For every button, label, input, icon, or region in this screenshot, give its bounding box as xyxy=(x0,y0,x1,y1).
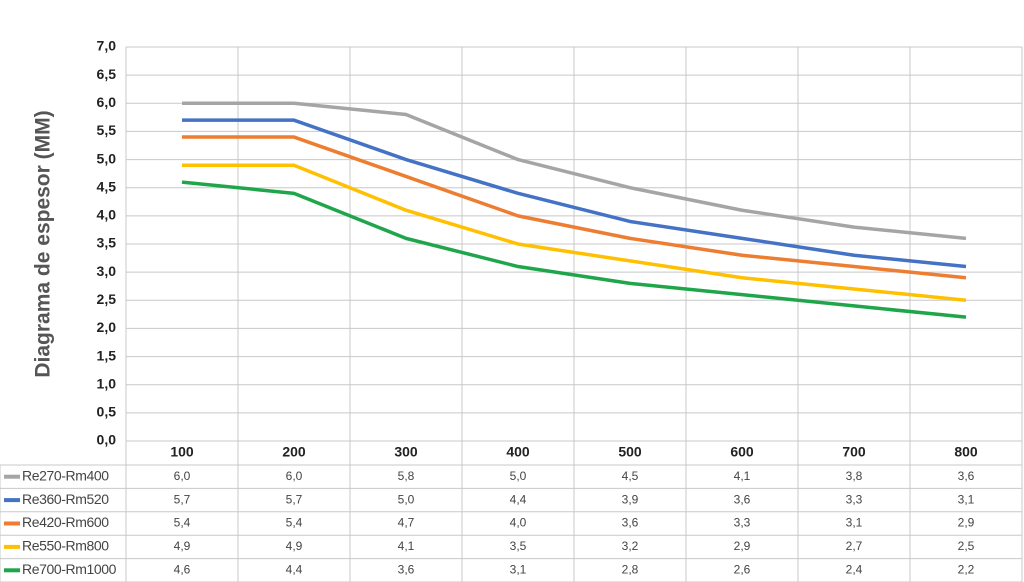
table-cell: 5,0 xyxy=(510,469,527,483)
x-tick-label: 800 xyxy=(954,444,978,460)
table-cell: 2,9 xyxy=(958,516,975,530)
x-tick-label: 200 xyxy=(282,444,306,460)
series-line xyxy=(182,118,967,269)
y-tick-label: 5,0 xyxy=(97,150,117,166)
table-cell: 3,6 xyxy=(734,492,751,506)
table-cell: 3,1 xyxy=(958,492,975,506)
y-tick-label: 0,0 xyxy=(97,432,117,448)
legend-label: Re420-Rm600 xyxy=(22,514,109,530)
table-cell: 5,8 xyxy=(398,469,415,483)
y-tick-label: 3,5 xyxy=(97,235,117,251)
legend-label: Re270-Rm400 xyxy=(22,467,109,483)
table-cell: 2,7 xyxy=(846,539,863,553)
table-cell: 2,6 xyxy=(734,562,751,576)
table-cell: 4,1 xyxy=(734,469,751,483)
table-cell: 3,3 xyxy=(734,516,751,530)
x-tick-label: 700 xyxy=(842,444,866,460)
table-cell: 2,4 xyxy=(846,562,863,576)
table-cell: 4,4 xyxy=(286,562,303,576)
y-tick-label: 4,0 xyxy=(97,207,117,223)
table-cell: 4,9 xyxy=(286,539,303,553)
table-cell: 4,1 xyxy=(398,539,415,553)
table-cell: 3,1 xyxy=(510,562,527,576)
table-cell: 3,1 xyxy=(846,516,863,530)
table-cell: 2,8 xyxy=(622,562,639,576)
legend-label: Re550-Rm800 xyxy=(22,538,109,554)
legend-label: Re700-Rm1000 xyxy=(22,561,117,577)
table-cell: 5,4 xyxy=(286,516,303,530)
y-tick-label: 1,5 xyxy=(97,347,117,363)
y-tick-label: 5,5 xyxy=(97,122,117,138)
table-cell: 5,7 xyxy=(286,492,303,506)
table-cell: 2,5 xyxy=(958,539,975,553)
series-line xyxy=(182,135,967,280)
table-cell: 4,0 xyxy=(510,516,527,530)
series-line xyxy=(181,180,967,319)
table-cell: 4,7 xyxy=(398,516,415,530)
y-tick-label: 4,5 xyxy=(97,178,117,194)
table-cell: 4,9 xyxy=(174,539,191,553)
table-cell: 4,5 xyxy=(622,469,639,483)
table-cell: 3,6 xyxy=(622,516,639,530)
table-cell: 3,8 xyxy=(846,469,863,483)
table-cell: 3,3 xyxy=(846,492,863,506)
legend-label: Re360-Rm520 xyxy=(22,491,109,507)
series-line xyxy=(182,163,967,303)
table-cell: 5,4 xyxy=(174,516,191,530)
table-cell: 4,4 xyxy=(510,492,527,506)
table-cell: 2,9 xyxy=(734,539,751,553)
y-tick-label: 2,5 xyxy=(97,291,117,307)
table-cell: 5,7 xyxy=(174,492,191,506)
x-tick-label: 500 xyxy=(618,444,642,460)
table-cell: 3,6 xyxy=(958,469,975,483)
table-cell: 3,6 xyxy=(398,562,415,576)
table-cell: 6,0 xyxy=(174,469,191,483)
table-cell: 3,5 xyxy=(510,539,527,553)
table-cell: 3,2 xyxy=(622,539,639,553)
x-tick-label: 100 xyxy=(170,444,194,460)
x-tick-label: 600 xyxy=(730,444,754,460)
table-cell: 5,0 xyxy=(398,492,415,506)
table-cell: 6,0 xyxy=(286,469,303,483)
x-tick-label: 400 xyxy=(506,444,530,460)
y-tick-label: 1,0 xyxy=(97,375,117,391)
y-tick-label: 6,5 xyxy=(97,66,117,82)
y-tick-label: 3,0 xyxy=(97,263,117,279)
table-cell: 3,9 xyxy=(622,492,639,506)
y-tick-label: 2,0 xyxy=(97,319,117,335)
table-cell: 2,2 xyxy=(958,562,975,576)
y-tick-label: 6,0 xyxy=(97,94,117,110)
y-axis-title: Diagrama de espesor (MM) xyxy=(32,110,55,377)
series-line xyxy=(182,101,967,241)
y-tick-label: 0,5 xyxy=(97,404,117,420)
table-cell: 4,6 xyxy=(174,562,191,576)
x-tick-label: 300 xyxy=(394,444,418,460)
y-tick-label: 7,0 xyxy=(97,38,117,54)
